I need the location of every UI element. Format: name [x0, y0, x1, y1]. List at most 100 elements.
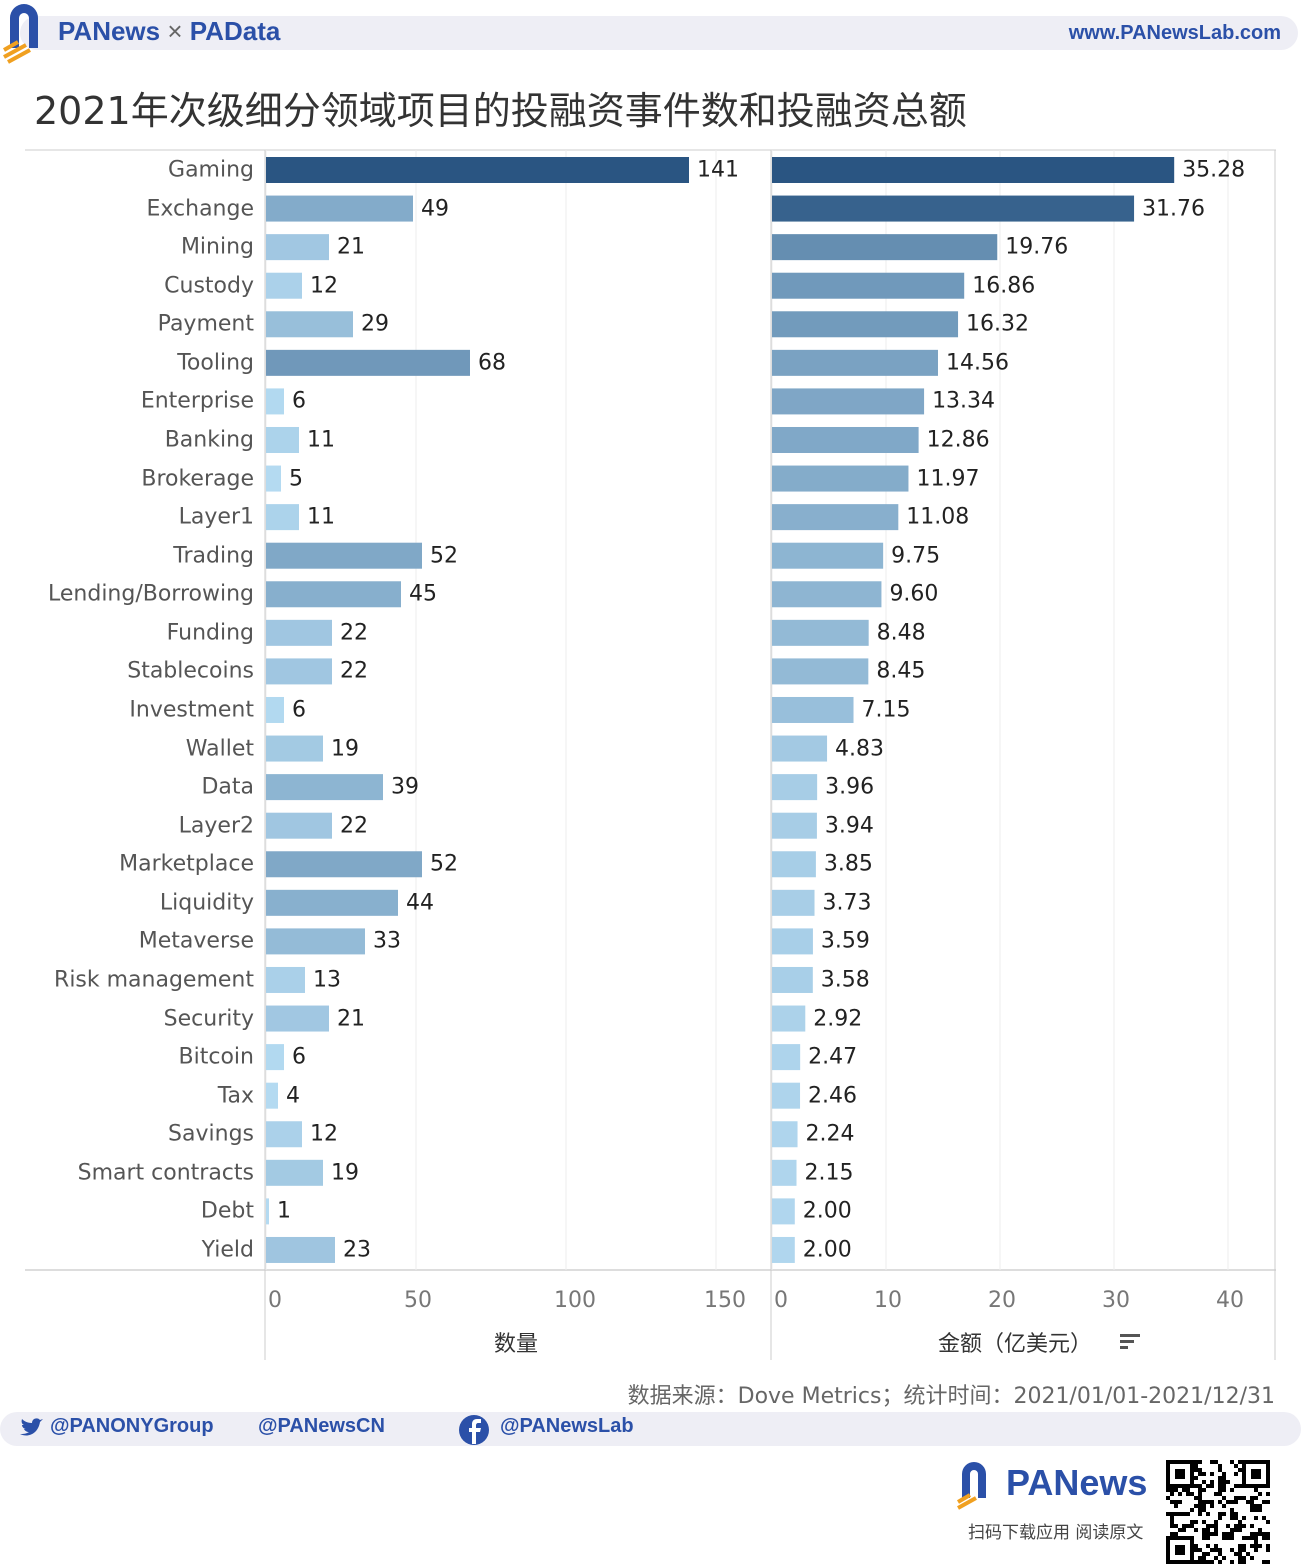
qr-code-icon[interactable]: [1166, 1460, 1270, 1564]
category-label: Savings: [168, 1121, 254, 1147]
category-label: Liquidity: [159, 890, 254, 916]
data-label: 2.00: [802, 1198, 852, 1224]
x-tick-label: 20: [988, 1288, 1016, 1313]
bar: [266, 581, 401, 608]
data-label: 22: [340, 813, 368, 839]
data-label: 9.75: [891, 543, 941, 569]
bar: [266, 1121, 302, 1148]
data-label: 4.83: [835, 736, 885, 762]
twitter-icon: [20, 1418, 43, 1436]
data-label: 11: [307, 427, 335, 453]
bar: [266, 195, 413, 222]
category-label: Investment: [129, 697, 254, 723]
bar: [772, 1121, 798, 1148]
data-label: 4: [286, 1083, 300, 1109]
data-label: 11.97: [916, 466, 980, 492]
x-tick-label: 0: [268, 1288, 282, 1313]
category-label: Trading: [173, 543, 254, 569]
download-text: 扫码下载应用 阅读原文: [968, 1523, 1144, 1543]
bar: [772, 1005, 806, 1032]
bar: [772, 812, 817, 839]
bar: [772, 1082, 801, 1109]
data-label: 11.08: [906, 504, 970, 530]
bar: [772, 889, 815, 916]
x-tick-label: 0: [774, 1288, 788, 1313]
twitter-handle-1[interactable]: @PANONYGroup: [50, 1415, 214, 1437]
bar: [772, 195, 1135, 222]
bar: [772, 157, 1175, 183]
data-label: 6: [292, 1044, 306, 1070]
data-label: 6: [292, 388, 306, 414]
data-label: 3.58: [820, 967, 870, 993]
data-label: 2.00: [802, 1237, 852, 1263]
data-label: 31.76: [1142, 196, 1206, 222]
sort-icon[interactable]: [1118, 1332, 1142, 1352]
data-label: 2.47: [808, 1044, 858, 1070]
category-label: Banking: [164, 427, 254, 453]
bar: [266, 1159, 323, 1186]
brand-logo: PANews × PAData: [58, 16, 280, 47]
category-label: Funding: [166, 620, 254, 646]
category-label: Wallet: [185, 736, 254, 762]
bar: [772, 696, 854, 723]
facebook-handle[interactable]: @PANewsLab: [500, 1415, 634, 1437]
category-label: Lending/Borrowing: [48, 581, 254, 607]
bar: [266, 735, 323, 762]
x-tick-label: 50: [404, 1288, 432, 1313]
panews-logo-icon: [3, 4, 38, 64]
data-label: 3.59: [820, 928, 870, 954]
twitter-handle-2[interactable]: @PANewsCN: [258, 1415, 385, 1437]
chart-area: [25, 149, 1276, 1360]
bar: [266, 1198, 269, 1225]
right-axis-title: 金额（亿美元）: [938, 1332, 1093, 1357]
data-label: 21: [337, 234, 365, 260]
bar: [772, 542, 884, 569]
facebook-icon: [459, 1415, 489, 1445]
data-label: 39: [391, 774, 419, 800]
bar: [266, 542, 422, 569]
bar: [266, 234, 329, 261]
bar: [772, 1198, 795, 1225]
x-tick-label: 40: [1216, 1288, 1244, 1313]
website-link[interactable]: www.PANewsLab.com: [1068, 22, 1281, 44]
data-label: 6: [292, 697, 306, 723]
category-label: Custody: [164, 273, 254, 299]
data-label: 2.24: [805, 1121, 855, 1147]
bar: [266, 311, 353, 338]
bar: [266, 619, 332, 646]
category-label: Risk management: [54, 967, 254, 993]
category-label: Brokerage: [141, 466, 254, 492]
bar: [266, 928, 365, 955]
bar: [772, 774, 818, 801]
data-label: 7.15: [861, 697, 911, 723]
category-label: Data: [201, 774, 254, 800]
bar: [266, 774, 383, 801]
category-label: Payment: [157, 311, 254, 337]
bar: [266, 157, 689, 183]
category-label: Smart contracts: [77, 1160, 254, 1186]
bar: [772, 426, 919, 453]
category-label: Marketplace: [119, 851, 254, 877]
bar: [266, 1236, 335, 1263]
bar: [266, 388, 284, 415]
data-label: 1: [277, 1198, 291, 1224]
bar: [266, 658, 332, 685]
data-label: 9.60: [889, 581, 939, 607]
data-label: 19: [331, 736, 359, 762]
bar: [266, 349, 470, 376]
bar: [772, 388, 925, 415]
panews-logo-icon-footer: [956, 1462, 986, 1510]
category-label: Tooling: [177, 350, 254, 376]
category-label: Security: [163, 1006, 254, 1032]
bar: [266, 1082, 278, 1109]
bar: [266, 272, 302, 299]
bar: [266, 1005, 329, 1032]
bar: [772, 851, 816, 878]
data-label: 13: [313, 967, 341, 993]
data-label: 19: [331, 1160, 359, 1186]
bar: [772, 1236, 795, 1263]
bar: [266, 426, 299, 453]
data-label: 68: [478, 350, 506, 376]
data-label: 12: [310, 273, 338, 299]
data-label: 2.15: [804, 1160, 854, 1186]
